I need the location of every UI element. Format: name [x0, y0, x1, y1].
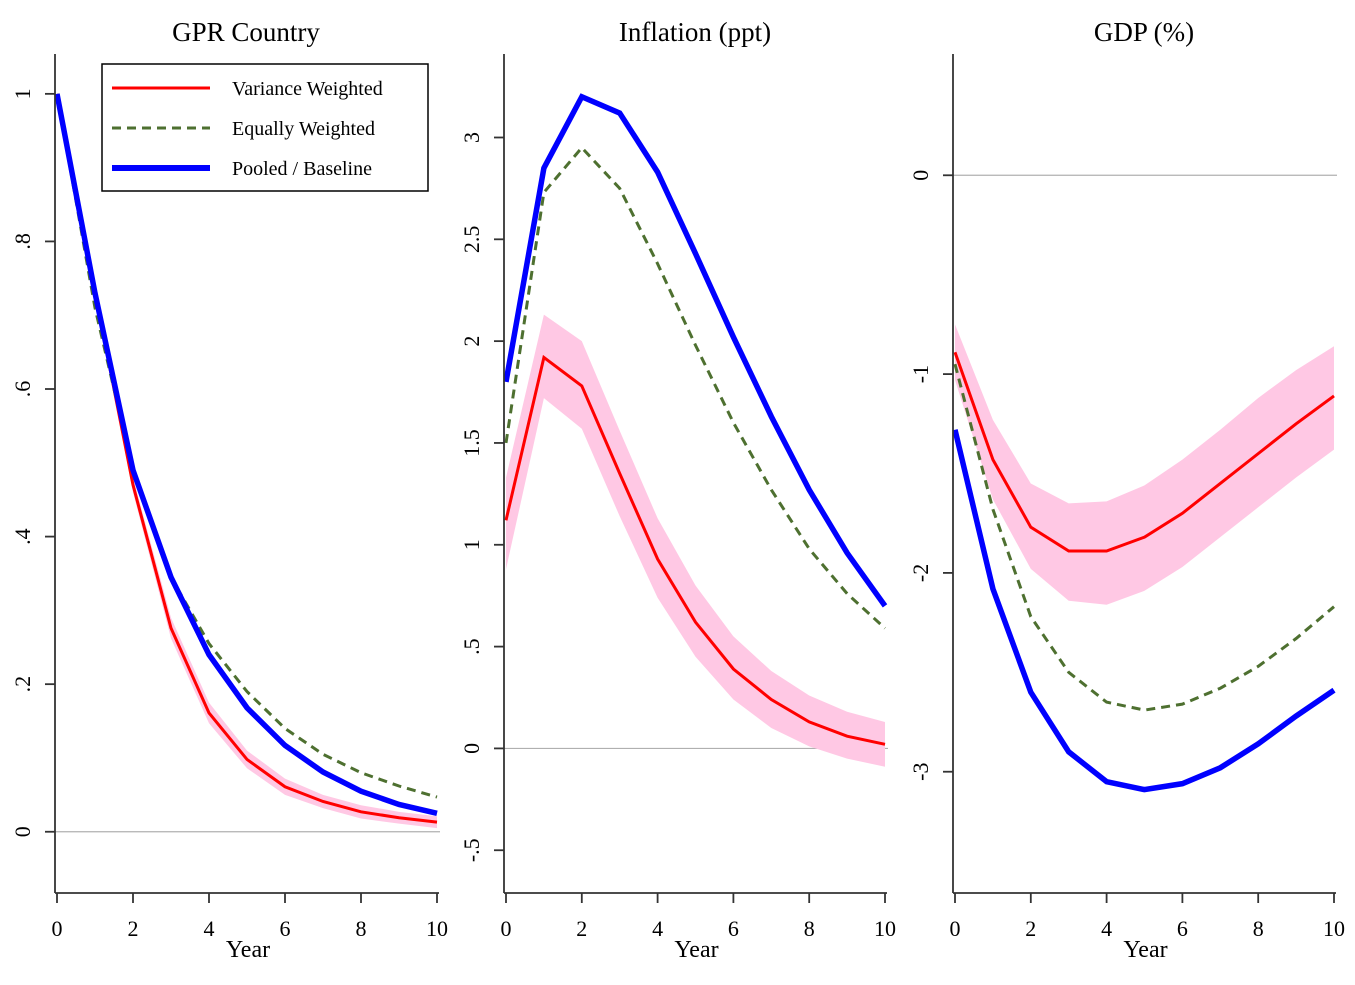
y-tick-label: 0 [459, 743, 484, 754]
y-tick-label: 0 [908, 170, 933, 181]
confidence-band-vw [506, 314, 885, 767]
y-tick-label: 2.5 [459, 226, 484, 254]
y-tick-label: 1 [459, 539, 484, 550]
panel-3: GDP (%) -3 -2 -1 0 0 2 4 6 8 10 Year [908, 17, 1345, 963]
y-tick-label: -3 [908, 763, 933, 781]
legend-label-ew: Equally Weighted [232, 118, 375, 140]
y-tick-label: 1 [10, 88, 35, 99]
legend-item-ew: Equally Weighted [112, 118, 375, 140]
x-tick-label: 10 [426, 916, 448, 941]
series-line-vw [55, 93, 438, 824]
legend-item-vw: Variance Weighted [112, 78, 383, 100]
x-tick-label: 6 [280, 916, 291, 941]
y-tick-label: -.5 [459, 838, 484, 862]
series-line-ew [504, 145, 887, 630]
series-line-vw [504, 354, 886, 746]
panel-2: Inflation (ppt) -.5 0 .5 1 1.5 2 2.5 3 0 2 4 6 8 10 Yea… [459, 17, 896, 963]
y-tick-label: .5 [459, 638, 484, 655]
series-line-pooled [54, 93, 438, 816]
series-line-vw [953, 351, 1335, 553]
panel-title: Inflation (ppt) [619, 17, 771, 47]
x-tick-label: 2 [576, 916, 587, 941]
series-line-ew [55, 93, 438, 799]
x-tick-label: 10 [874, 916, 896, 941]
y-tick-label: -2 [908, 564, 933, 582]
y-tick-label: .4 [10, 528, 35, 545]
panel-title: GPR Country [172, 17, 320, 47]
x-tick-label: 10 [1323, 916, 1345, 941]
x-tick-label: 2 [1025, 916, 1036, 941]
legend-item-pooled: Pooled / Baseline [112, 158, 372, 180]
y-tick-label: .6 [10, 381, 35, 398]
x-tick-label: 2 [128, 916, 139, 941]
x-tick-label: 8 [1253, 916, 1264, 941]
y-tick-label: -1 [908, 365, 933, 383]
confidence-band-vw [955, 324, 1334, 605]
confidence-band-vw [57, 93, 437, 829]
y-tick-label: 0 [10, 826, 35, 837]
x-tick-label: 0 [52, 916, 63, 941]
x-axis-title: Year [674, 937, 718, 963]
x-tick-label: 4 [1101, 916, 1112, 941]
x-tick-label: 6 [728, 916, 739, 941]
series-line-pooled [952, 429, 1336, 793]
legend: Variance Weighted Equally Weighted Poole… [101, 63, 429, 192]
x-axis-title: Year [226, 937, 270, 963]
series-line-ew [953, 363, 1335, 712]
series-line-pooled [503, 93, 888, 608]
y-tick-label: 2 [459, 336, 484, 347]
x-tick-label: 4 [652, 916, 663, 941]
x-tick-label: 8 [356, 916, 367, 941]
x-tick-label: 0 [950, 916, 961, 941]
x-axis-title: Year [1123, 937, 1167, 963]
y-tick-label: 1.5 [459, 429, 484, 457]
legend-label-vw: Variance Weighted [232, 78, 383, 100]
legend-label-pooled: Pooled / Baseline [232, 158, 372, 180]
x-tick-label: 6 [1177, 916, 1188, 941]
y-tick-label: 3 [459, 132, 484, 143]
y-tick-label: .8 [10, 233, 35, 250]
y-tick-label: .2 [10, 676, 35, 693]
x-tick-label: 0 [501, 916, 512, 941]
x-tick-label: 8 [804, 916, 815, 941]
x-tick-label: 4 [204, 916, 215, 941]
panel-title: GDP (%) [1094, 17, 1194, 47]
